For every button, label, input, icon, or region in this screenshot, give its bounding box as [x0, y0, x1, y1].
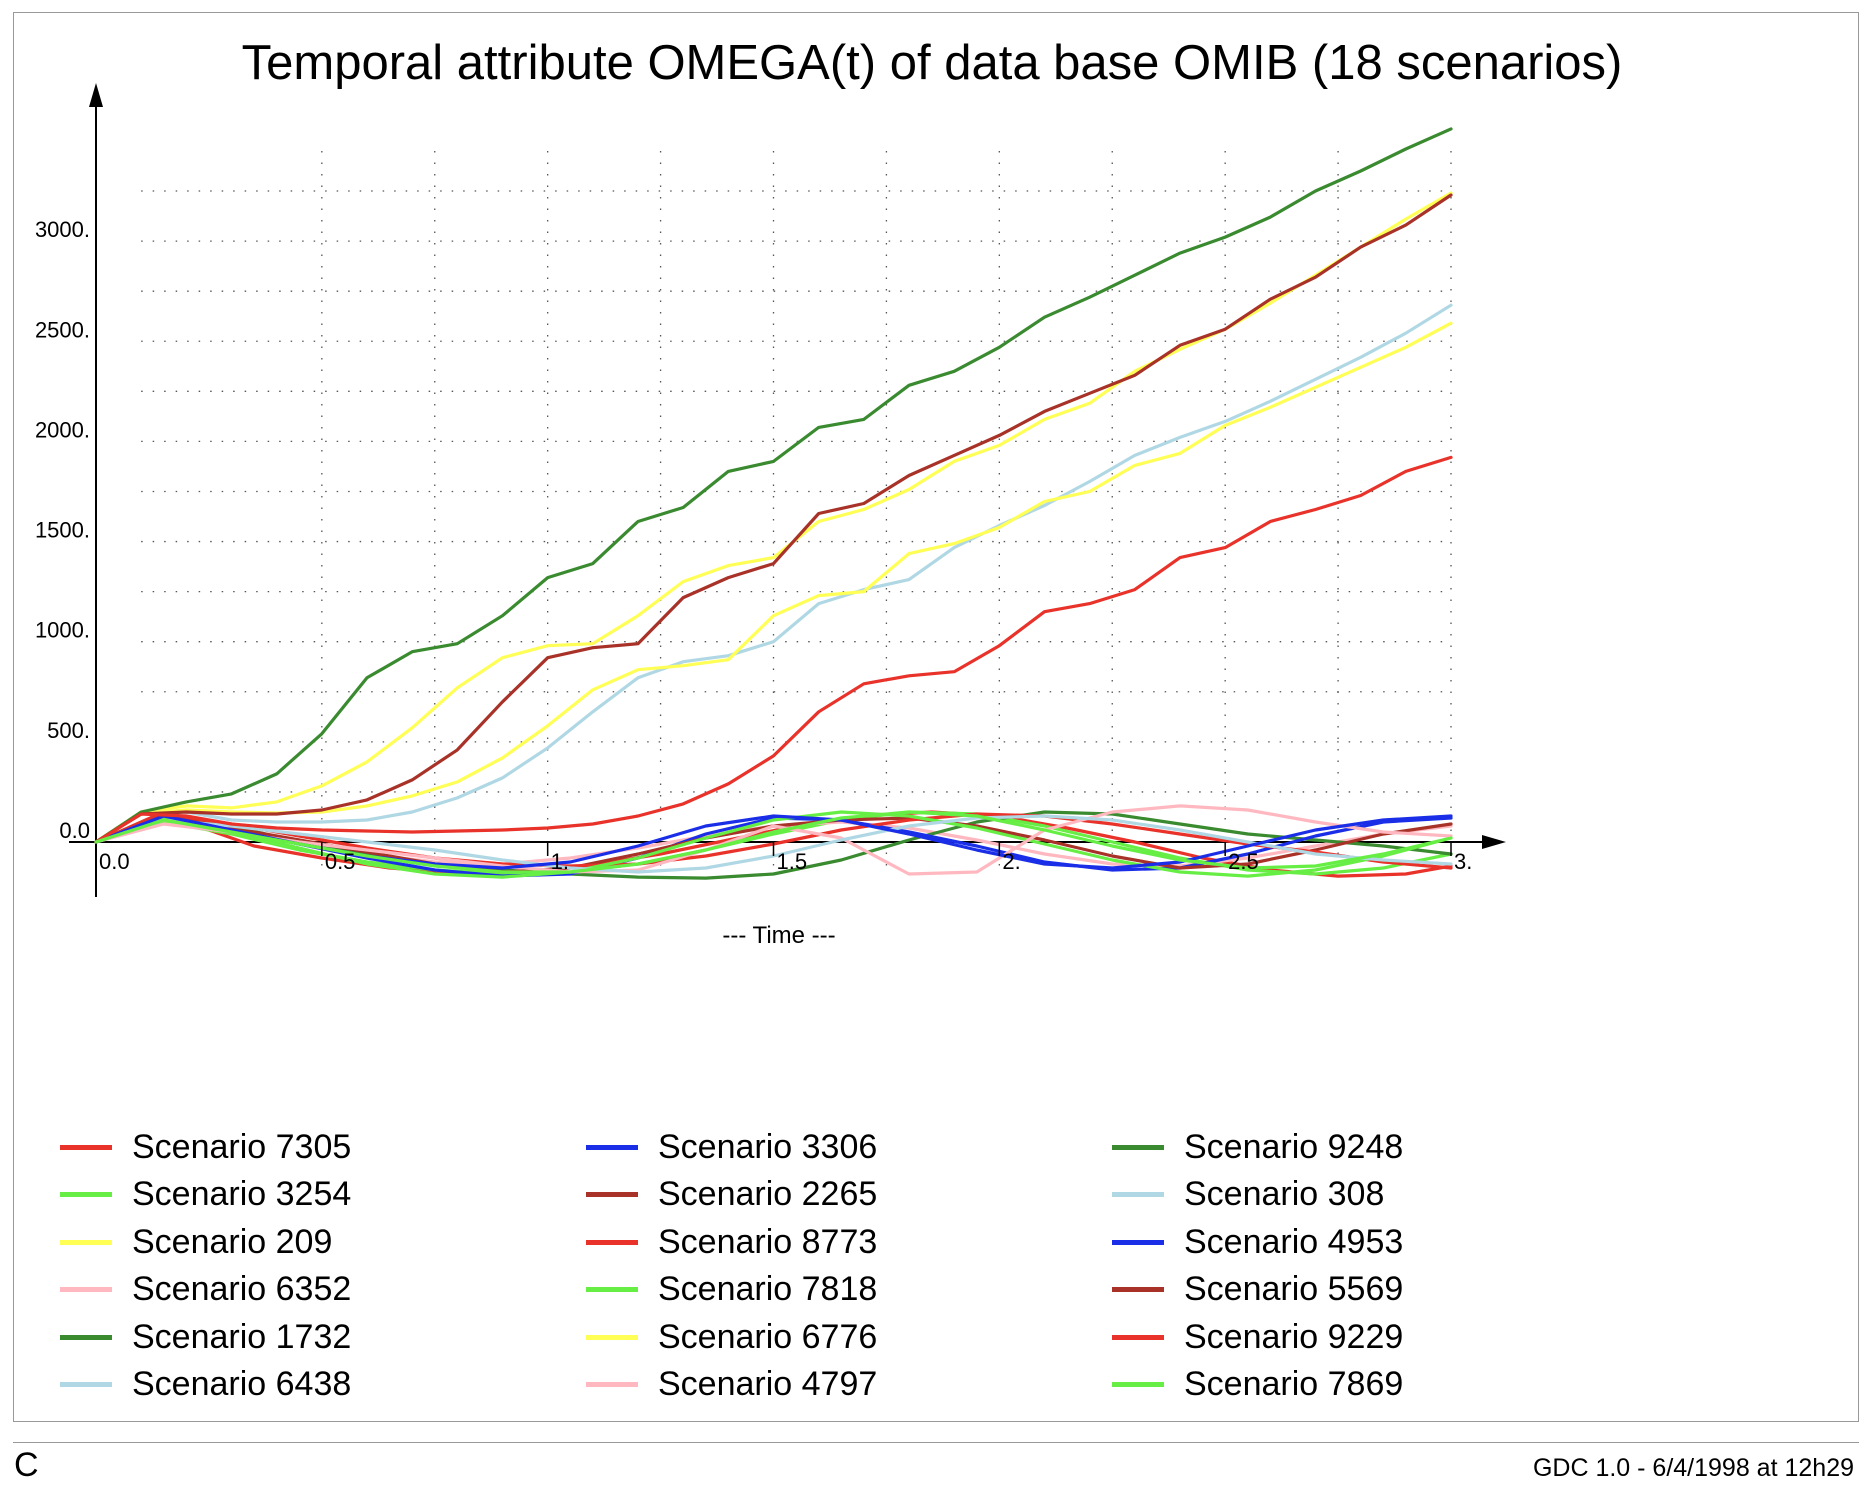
x-tick-label: 2. — [1002, 849, 1020, 874]
legend-swatch — [1112, 1144, 1164, 1150]
legend-label: Scenario 8773 — [658, 1222, 878, 1261]
credit-line: GDC 1.0 - 6/4/1998 at 12h29 — [1532, 1454, 1854, 1482]
legend-swatch — [1112, 1334, 1164, 1340]
legend-swatch — [586, 1334, 638, 1340]
legend-label: Scenario 7818 — [658, 1270, 878, 1308]
legend-item: Scenario 6352 — [60, 1268, 351, 1312]
legend-label: Scenario 4953 — [1184, 1222, 1404, 1261]
legend-label: Scenario 7305 — [132, 1127, 352, 1166]
y-tick-label: 1500. — [35, 518, 90, 543]
legend-swatch — [586, 1382, 638, 1387]
chart-frame: 0.0 0.5 1. 1.5 2. 2.5 3. 0.0 500. 1000. 1500. 2000.… — [13, 12, 1859, 1422]
grid — [141, 150, 1452, 867]
y-tick-label: 2000. — [35, 417, 90, 442]
legend-label: Scenario 3254 — [132, 1175, 352, 1213]
legend-label: Scenario 6352 — [132, 1270, 352, 1308]
legend-item: Scenario 6776 — [586, 1315, 877, 1359]
legend-swatch — [60, 1334, 112, 1340]
x-tick-label: 0.5 — [325, 849, 356, 874]
series-line-scenario-6438 — [94, 303, 1453, 844]
legend-item: Scenario 1732 — [60, 1315, 351, 1359]
legend-swatch — [1112, 1239, 1164, 1245]
legend-item: Scenario 7305 — [60, 1125, 351, 1169]
legend-swatch — [586, 1239, 638, 1245]
legend-swatch — [586, 1144, 638, 1150]
x-tick-label: 3. — [1454, 849, 1472, 874]
legend-item: Scenario 7869 — [1112, 1363, 1403, 1407]
x-axis-arrowhead — [1482, 835, 1506, 849]
legend-swatch — [1112, 1287, 1164, 1292]
legend-item: Scenario 8773 — [586, 1220, 877, 1264]
legend-item: Scenario 308 — [1112, 1173, 1384, 1217]
legend-label: Scenario 7869 — [1184, 1365, 1404, 1403]
footer-divider — [13, 1442, 1859, 1443]
legend-label: Scenario 6438 — [132, 1365, 352, 1403]
legend-item: Scenario 6438 — [60, 1363, 351, 1407]
legend-item: Scenario 4797 — [586, 1363, 877, 1407]
legend-item: Scenario 4953 — [1112, 1220, 1403, 1264]
legend-item: Scenario 9229 — [1112, 1315, 1403, 1359]
legend-label: Scenario 3306 — [658, 1127, 878, 1166]
y-tick-label: 500. — [47, 718, 90, 743]
legend-swatch — [60, 1144, 112, 1150]
legend-item: Scenario 5569 — [1112, 1268, 1403, 1312]
series-line-scenario-6776 — [94, 321, 1453, 844]
y-tick-label: 3000. — [35, 217, 90, 242]
y-tick-label: 1000. — [35, 618, 90, 643]
tick-labels: 0.0 0.5 1. 1.5 2. 2.5 3. 0.0 500. 1000. 1500. 2000.… — [35, 217, 1472, 874]
line-chart: 0.0 0.5 1. 1.5 2. 2.5 3. 0.0 500. 1000. 1500. 2000.… — [35, 36, 1623, 949]
legend-swatch — [586, 1287, 638, 1292]
legend-swatch — [1112, 1382, 1164, 1387]
legend: Scenario 7305 Scenario 3254 Scenario 209 Sc… — [60, 1125, 1580, 1425]
corner-label: C — [14, 1446, 39, 1484]
series-line-scenario-9248 — [94, 127, 1453, 844]
y-axis-arrowhead — [89, 83, 103, 107]
legend-label: Scenario 9229 — [1184, 1317, 1404, 1356]
legend-item: Scenario 2265 — [586, 1173, 877, 1217]
legend-label: Scenario 308 — [1184, 1175, 1385, 1213]
x-tick-label: 1.5 — [777, 849, 808, 874]
series-line-scenario-9229 — [94, 455, 1453, 844]
legend-swatch — [60, 1192, 112, 1197]
series-line-scenario-5569 — [94, 193, 1453, 844]
x-axis-label: --- Time --- — [722, 922, 835, 949]
legend-label: Scenario 1732 — [132, 1317, 352, 1356]
x-tick-label: 1. — [551, 849, 569, 874]
legend-item: Scenario 209 — [60, 1220, 332, 1264]
chart-title: Temporal attribute OMEGA(t) of data base… — [242, 36, 1623, 90]
legend-item: Scenario 7818 — [586, 1268, 877, 1312]
legend-label: Scenario 2265 — [658, 1175, 878, 1213]
legend-item: Scenario 3306 — [586, 1125, 877, 1169]
legend-label: Scenario 6776 — [658, 1317, 878, 1356]
legend-label: Scenario 4797 — [658, 1365, 878, 1403]
legend-item: Scenario 3254 — [60, 1173, 351, 1217]
series-lines — [94, 127, 1453, 880]
legend-label: Scenario 5569 — [1184, 1270, 1404, 1308]
legend-item: Scenario 9248 — [1112, 1125, 1403, 1169]
legend-swatch — [60, 1382, 112, 1387]
legend-label: Scenario 9248 — [1184, 1127, 1404, 1166]
y-tick-label: 2500. — [35, 317, 90, 342]
legend-swatch — [60, 1287, 112, 1292]
legend-label: Scenario 209 — [132, 1222, 333, 1261]
legend-swatch — [1112, 1192, 1164, 1197]
x-tick-label: 0.0 — [99, 849, 130, 874]
x-tick-label: 2.5 — [1228, 849, 1259, 874]
y-tick-label: 0.0 — [59, 818, 90, 843]
legend-swatch — [60, 1239, 112, 1245]
legend-swatch — [586, 1192, 638, 1197]
